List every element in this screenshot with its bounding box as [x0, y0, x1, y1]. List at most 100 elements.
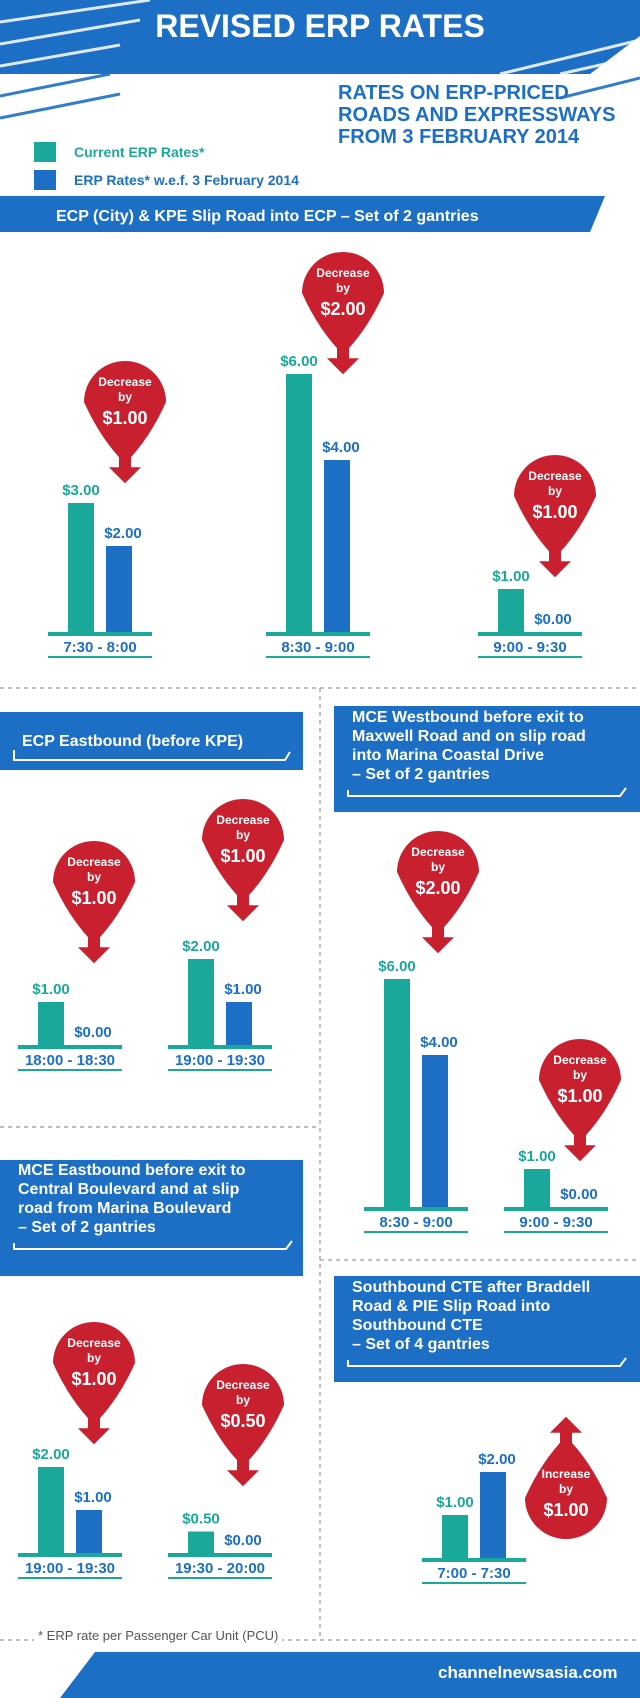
category-underline [18, 1069, 122, 1071]
chart-title-line: road from Marina Boulevard [18, 1200, 231, 1217]
category-label: 9:00 - 9:30 [493, 639, 566, 656]
legend: Current ERP Rates* ERP Rates* w.e.f. 3 F… [34, 138, 299, 194]
arrow-stem [88, 1412, 100, 1431]
subtitle-line: ROADS AND EXPRESSWAYS [338, 104, 616, 126]
chart-title-line: – Set of 4 gantries [352, 1336, 490, 1353]
value-label-new: $4.00 [322, 439, 360, 456]
chart-banner [0, 1160, 303, 1276]
value-label-new: $0.00 [74, 1024, 112, 1041]
value-label-new: $2.00 [104, 525, 142, 542]
chart-title-line: – Set of 2 gantries [18, 1219, 156, 1236]
bar-current [498, 589, 524, 632]
badge-by: by [559, 1482, 573, 1496]
badge-by: by [431, 860, 445, 874]
arrow-down-icon [227, 1470, 259, 1487]
bar-current [286, 374, 312, 632]
chart-title-line: Southbound CTE [352, 1317, 483, 1334]
baseline [168, 1553, 272, 1557]
value-label-current: $6.00 [378, 958, 416, 975]
value-label-current: $6.00 [280, 353, 318, 370]
arrow-down-icon [539, 561, 571, 578]
badge-by: by [236, 828, 250, 842]
category-underline [18, 1577, 122, 1579]
category-underline [504, 1231, 608, 1233]
subtitle-line: RATES ON ERP-PRICED [338, 82, 569, 104]
chart-title-line: – Set of 2 gantries [352, 766, 490, 783]
chart-title-line: into Marina Coastal Drive [352, 747, 544, 764]
badge-shape [202, 799, 284, 902]
badge-shape [539, 1039, 621, 1142]
chart-banner [0, 712, 303, 770]
arrow-up-icon [550, 1416, 582, 1433]
category-label: 7:00 - 7:30 [437, 1565, 510, 1582]
arrow-stem [432, 921, 444, 940]
value-label-current: $0.50 [182, 1511, 220, 1528]
arrow-stem [88, 931, 100, 950]
badge-amount: $0.50 [220, 1411, 265, 1431]
legend-label-new: ERP Rates* w.e.f. 3 February 2014 [74, 172, 299, 188]
value-label-current: $2.00 [32, 1446, 70, 1463]
value-label-new: $1.00 [74, 1489, 112, 1506]
arrow-down-icon [109, 467, 141, 484]
bar-new [76, 1510, 102, 1553]
category-label: 19:30 - 20:00 [175, 1560, 265, 1577]
baseline [266, 632, 370, 636]
bar-current [38, 1002, 64, 1045]
page-subtitle: RATES ON ERP-PRICED ROADS AND EXPRESSWAY… [338, 82, 615, 148]
category-label: 8:30 - 9:00 [379, 1214, 452, 1231]
badge-shape [202, 1364, 284, 1467]
banner-underline [13, 1240, 293, 1250]
baseline [478, 632, 582, 636]
category-underline [48, 656, 152, 658]
arrow-stem [560, 1430, 572, 1449]
value-label-current: $3.00 [62, 482, 100, 499]
chart-title-line: Maxwell Road and on slip road [352, 728, 586, 745]
bar-current [38, 1467, 64, 1553]
bar-current [188, 959, 214, 1045]
category-label: 9:00 - 9:30 [519, 1214, 592, 1231]
baseline [18, 1553, 122, 1557]
arrow-down-icon [564, 1145, 596, 1162]
value-label-new: $1.00 [224, 981, 262, 998]
banner-underline [13, 750, 291, 761]
badge-shape [53, 841, 135, 944]
baseline [168, 1045, 272, 1049]
chart-banner [0, 196, 605, 232]
value-label-current: $2.00 [182, 938, 220, 955]
chart-banner [334, 1276, 640, 1382]
badge-label: Decrease [98, 375, 152, 389]
badge-amount: $1.00 [102, 408, 147, 428]
badge-shape [514, 455, 596, 558]
bar-new [106, 546, 132, 632]
bar-current [188, 1531, 214, 1553]
page-title: REVISED ERP RATES [155, 8, 485, 44]
bar-new [226, 1002, 252, 1045]
category-underline [168, 1069, 272, 1071]
bar-new [422, 1055, 448, 1207]
badge-label: Decrease [316, 266, 370, 280]
badge-by: by [236, 1393, 250, 1407]
value-label-new: $2.00 [478, 1451, 516, 1468]
bar-current [68, 503, 94, 632]
category-label: 18:00 - 18:30 [25, 1052, 115, 1069]
arrow-stem [549, 545, 561, 564]
footnote: * ERP rate per Passenger Car Unit (PCU) [34, 1628, 283, 1643]
chart-title: ECP (City) & KPE Slip Road into ECP – Se… [56, 208, 479, 225]
subtitle-line: FROM 3 FEBRUARY 2014 [338, 126, 580, 148]
value-label-new: $4.00 [420, 1034, 458, 1051]
category-label: 19:00 - 19:30 [25, 1560, 115, 1577]
badge-shape [302, 252, 384, 355]
category-underline [422, 1582, 526, 1584]
bar-new [480, 1472, 506, 1558]
baseline [48, 632, 152, 636]
category-label: 8:30 - 9:00 [281, 639, 354, 656]
category-label: 7:30 - 8:00 [63, 639, 136, 656]
arrow-stem [237, 889, 249, 908]
badge-amount: $2.00 [415, 878, 460, 898]
baseline [364, 1207, 468, 1211]
bar-current [524, 1169, 550, 1207]
value-label-new: $0.00 [560, 1186, 598, 1203]
badge-by: by [573, 1068, 587, 1082]
legend-swatch-new [34, 170, 56, 190]
